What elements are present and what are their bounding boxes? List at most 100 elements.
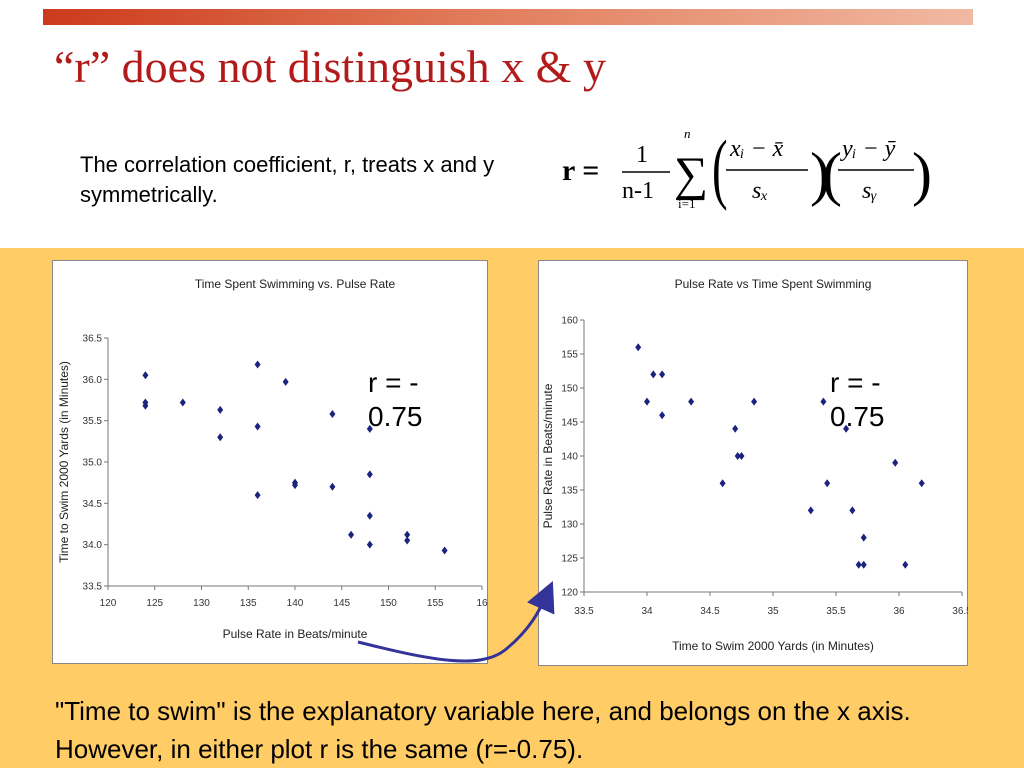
caption-text: "Time to swim" is the explanatory variab…	[55, 696, 911, 764]
data-point	[441, 546, 448, 555]
data-point	[732, 424, 739, 433]
x-tick-label: 150	[380, 598, 397, 609]
data-point	[855, 560, 862, 569]
slide-title: “r” does not distinguish x & y	[54, 41, 606, 92]
x-numerator: xᵢ − x̄	[729, 136, 784, 162]
data-point	[734, 452, 741, 460]
data-point	[404, 530, 411, 539]
data-point	[918, 479, 925, 488]
chart-frame	[52, 260, 488, 664]
paren-close-1: )	[810, 141, 830, 207]
data-point	[292, 481, 298, 490]
x-tick-label: 16	[476, 598, 488, 609]
data-point	[366, 511, 373, 520]
sum-upper: n	[684, 126, 691, 141]
paren-close-2: )	[912, 141, 930, 207]
data-point	[824, 479, 831, 488]
y-tick-label: 150	[561, 384, 578, 395]
y-denominator: sᵧ	[862, 178, 877, 204]
x-tick-label: 35	[767, 606, 779, 617]
sum-lower: i=1	[678, 196, 695, 211]
sigma-symbol: ∑	[674, 148, 708, 201]
data-point	[254, 491, 261, 500]
data-point	[820, 397, 827, 406]
x-tick-label: 34	[641, 606, 653, 617]
chart-title: Time Spent Swimming vs. Pulse Rate	[195, 277, 396, 291]
y-tick-label: 35.0	[83, 458, 103, 469]
data-point	[366, 424, 373, 433]
r-value-right: r = - 0.75	[830, 366, 885, 434]
top-accent-bar	[43, 9, 973, 25]
paren-open-1: (	[712, 125, 728, 211]
y-tick-label: 34.5	[83, 499, 103, 510]
x-tick-label: 36	[893, 606, 905, 617]
chart-right: Pulse Rate vs Time Spent Swimming 33.5 34 3…	[538, 260, 968, 666]
y-tick-label: 135	[561, 486, 578, 497]
data-point	[650, 370, 657, 379]
x-tick-label: 35.5	[826, 606, 846, 617]
data-point	[659, 411, 666, 420]
formula-numerator: 1	[636, 142, 648, 168]
r-value-left: r = - 0.75	[368, 366, 423, 434]
y-axis-label: Time to Swim 2000 Yards (in Minutes)	[57, 361, 71, 563]
data-point	[860, 533, 867, 542]
data-point	[142, 371, 149, 380]
x-axis-label: Pulse Rate in Beats/minute	[223, 627, 368, 641]
y-numerator: yᵢ − ȳ	[840, 136, 896, 162]
x-tick-label: 36.5	[952, 606, 968, 617]
data-point	[217, 405, 224, 414]
y-tick-label: 160	[561, 316, 578, 327]
data-point	[644, 397, 650, 406]
y-tick-label: 145	[561, 418, 578, 429]
y-tick-label: 33.5	[83, 582, 103, 593]
chart-frame	[538, 260, 968, 666]
x-tick-label: 120	[100, 598, 117, 609]
r-value-right-line1: r = -	[830, 367, 881, 398]
data-point	[329, 410, 336, 419]
r-value-right-line2: 0.75	[830, 401, 885, 432]
data-point	[366, 540, 373, 549]
y-tick-label: 34.0	[83, 540, 103, 551]
data-point	[348, 530, 355, 539]
x-tick-label: 33.5	[574, 606, 594, 617]
data-point	[366, 470, 373, 479]
data-point	[843, 424, 850, 433]
r-value-left-line2: 0.75	[368, 401, 423, 432]
x-tick-label: 130	[193, 598, 210, 609]
data-point	[902, 560, 909, 569]
data-point	[179, 398, 186, 407]
data-point	[329, 482, 336, 491]
intro-text: The correlation coefficient, r, treats x…	[80, 152, 495, 207]
data-point	[807, 506, 814, 515]
formula-denominator: n-1	[622, 178, 654, 204]
paren-open-2: (	[822, 141, 842, 207]
x-tick-label: 125	[146, 598, 163, 609]
x-tick-label: 140	[287, 598, 304, 609]
y-tick-label: 155	[561, 350, 578, 361]
correlation-formula: r = 1 n-1 n ∑ i=1 ( xᵢ − x̄ sₓ ) ( yᵢ − …	[562, 125, 930, 211]
x-axis-label: Time to Swim 2000 Yards (in Minutes)	[672, 639, 874, 653]
y-tick-label: 36.0	[83, 375, 103, 386]
y-tick-label: 140	[561, 452, 578, 463]
chart-left: Time Spent Swimming vs. Pulse Rate 120 125…	[52, 260, 488, 664]
data-point	[254, 360, 261, 369]
y-axis-label: Pulse Rate in Beats/minute	[541, 383, 555, 528]
data-point	[738, 452, 745, 460]
data-point	[635, 343, 642, 352]
data-point	[659, 370, 666, 379]
data-point	[404, 536, 411, 545]
data-point	[719, 479, 726, 488]
x-tick-label: 135	[240, 598, 257, 609]
y-tick-label: 125	[561, 554, 578, 565]
data-point	[849, 506, 856, 515]
data-point	[282, 377, 289, 386]
data-point	[217, 433, 224, 442]
chart-left-box: Time Spent Swimming vs. Pulse Rate 120 125…	[52, 260, 488, 664]
chart-right-box: Pulse Rate vs Time Spent Swimming 33.5 34 3…	[538, 260, 968, 666]
y-tick-label: 36.5	[83, 334, 103, 345]
data-point	[751, 397, 758, 406]
data-point	[254, 422, 261, 431]
data-point	[142, 401, 149, 410]
r-value-left-line1: r = -	[368, 367, 419, 398]
x-tick-label: 34.5	[700, 606, 720, 617]
